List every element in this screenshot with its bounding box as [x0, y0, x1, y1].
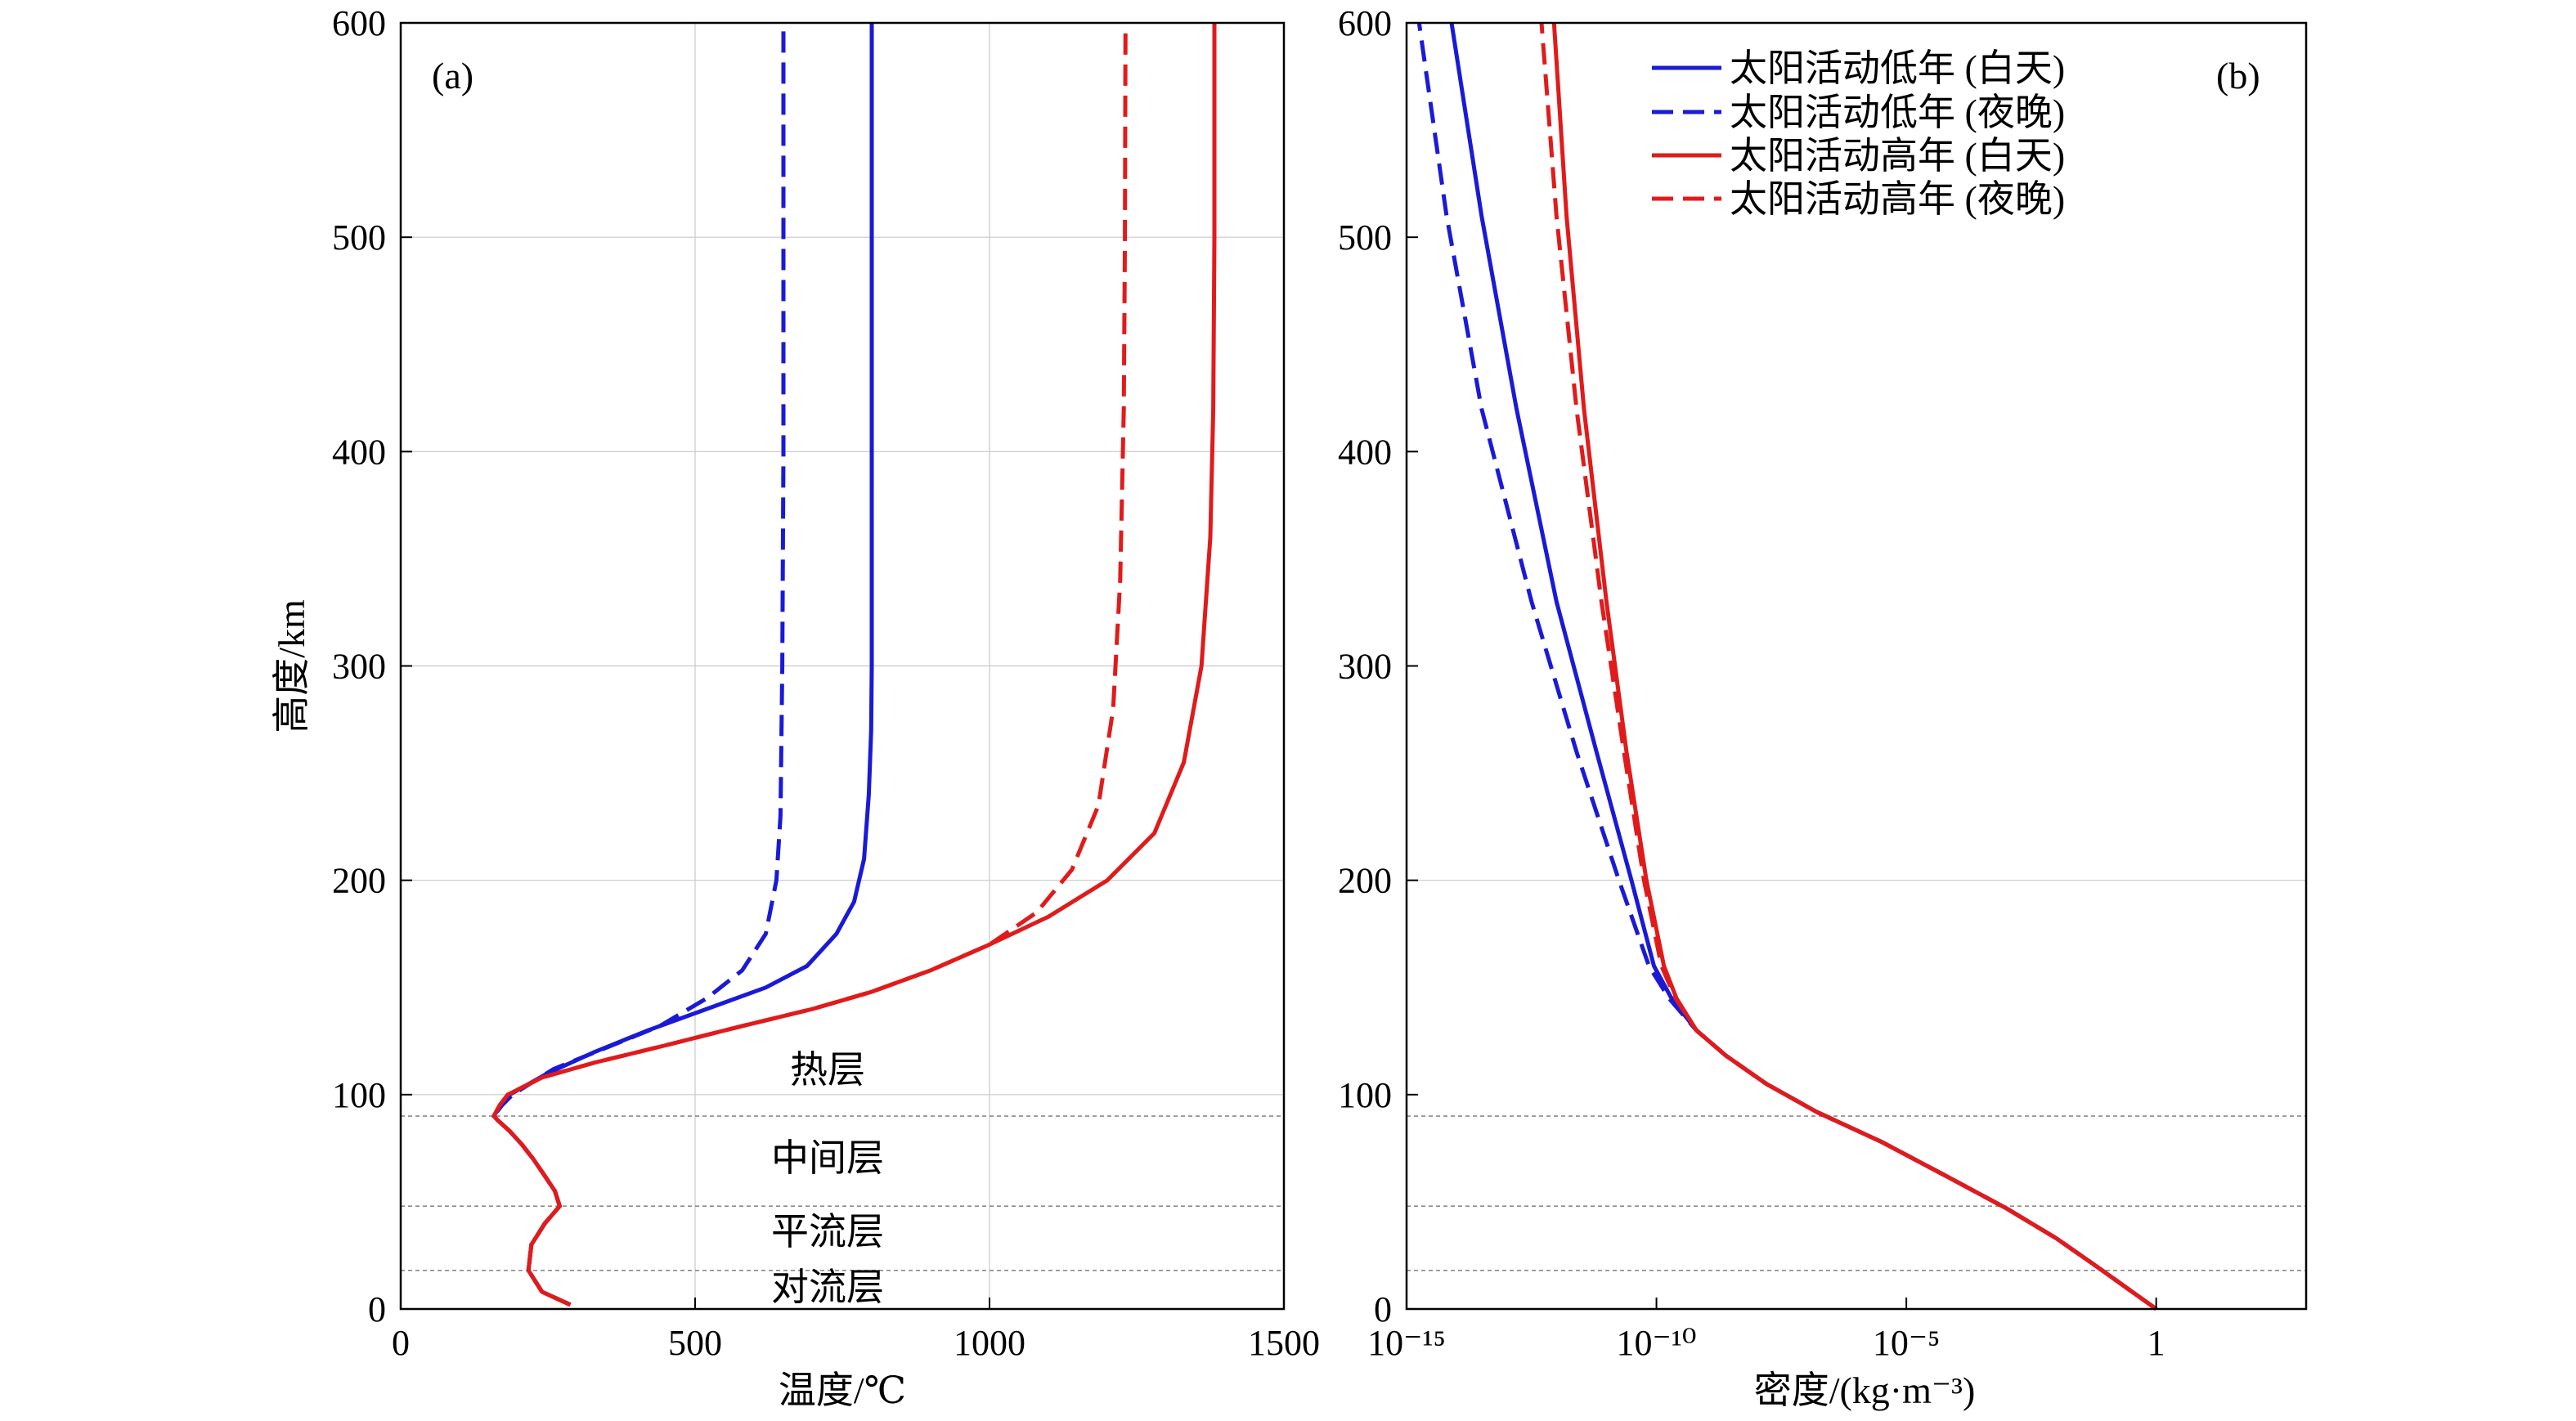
panel-a-xtick-label: 1500: [1248, 1323, 1320, 1363]
layer-label-thermosphere: 热层: [790, 1049, 865, 1091]
panel-a-ytick-label: 300: [332, 647, 386, 687]
panel-b-xtick-label: 10⁻⁵: [1873, 1323, 1941, 1363]
panel-a-layer-lines: [401, 1115, 1284, 1271]
panel-b-label: (b): [2216, 55, 2260, 96]
panel-b-series: [1416, 22, 2158, 1311]
panel-a-series: [491, 22, 1217, 1307]
panel-a-series-line-2: [491, 23, 1217, 1307]
panel-a-xtick-label: 500: [668, 1323, 722, 1363]
panel-a-xlabel: 温度/℃: [779, 1369, 906, 1411]
legend-label-low-day: 太阳活动低年 (白天): [1730, 47, 2065, 89]
panel-a-ytick-label: 0: [368, 1289, 386, 1329]
legend: 太阳活动低年 (白天) 太阳活动低年 (夜晚) 太阳活动高年 (白天) 太阳活动…: [1652, 47, 2065, 220]
panel-b-ytick-label: 300: [1338, 647, 1392, 687]
panel-a-ytick-label: 400: [332, 432, 386, 472]
layer-label-stratosphere: 平流层: [771, 1211, 884, 1253]
panel-a-ylabel: 高度/km: [271, 599, 312, 733]
panel-a-ytick-label: 600: [332, 3, 386, 43]
panel-a-series-line-3: [491, 22, 1128, 1307]
panel-b-xtick-label: 10⁻¹⁰: [1617, 1323, 1697, 1363]
panel-a-ytick-label: 200: [332, 861, 386, 901]
panel-a-series-line-0: [491, 23, 874, 1307]
panel-b-ytick-label: 500: [1338, 217, 1392, 258]
panel-b-ytick-label: 200: [1338, 861, 1392, 901]
layer-label-troposphere: 对流层: [771, 1266, 884, 1308]
layer-label-mesosphere: 中间层: [771, 1137, 884, 1179]
panel-a-series-line-1: [491, 23, 786, 1307]
panel-b-ytick-label: 400: [1338, 432, 1392, 472]
panel-b-series-line-3: [1539, 22, 2158, 1311]
panel-b-layer-lines: [1407, 1115, 2306, 1271]
panel-a-ytick-label: 100: [332, 1075, 386, 1115]
panel-a-xtick-label: 0: [392, 1323, 410, 1363]
panel-b-ytick-label: 100: [1338, 1075, 1392, 1115]
panel-b-ytick-label: 0: [1374, 1289, 1392, 1329]
legend-label-high-day: 太阳活动高年 (白天): [1730, 135, 2065, 177]
panel-b-ticks: 10⁻¹⁵ 10⁻¹⁰ 10⁻⁵ 1 0 100 200 300 400 500 600: [1338, 3, 2165, 1363]
panel-b-ytick-label: 600: [1338, 3, 1392, 43]
panel-b-xtick-label: 1: [2147, 1323, 2165, 1363]
legend-label-high-night: 太阳活动高年 (夜晚): [1730, 178, 2065, 220]
panel-b-xlabel: 密度/(kg·m⁻³): [1754, 1369, 1976, 1411]
panel-a-xtick-label: 1000: [954, 1323, 1025, 1363]
panel-a-ticks: 0 500 1000 1500 0 100 200 300 400 500 600: [332, 3, 1320, 1363]
panel-a: 0 500 1000 1500 0 100 200 300 400 500 600 (a) 温度/℃…: [271, 3, 1320, 1411]
panel-a-label: (a): [432, 55, 473, 96]
panel-a-ytick-label: 500: [332, 217, 386, 258]
panel-b-xtick-label: 10⁻¹⁵: [1367, 1323, 1446, 1363]
panel-b: 10⁻¹⁵ 10⁻¹⁰ 10⁻⁵ 1 0 100 200 300 400 500 600 (b) 密…: [1338, 3, 2308, 1411]
legend-label-low-night: 太阳活动低年 (夜晚): [1730, 92, 2065, 133]
